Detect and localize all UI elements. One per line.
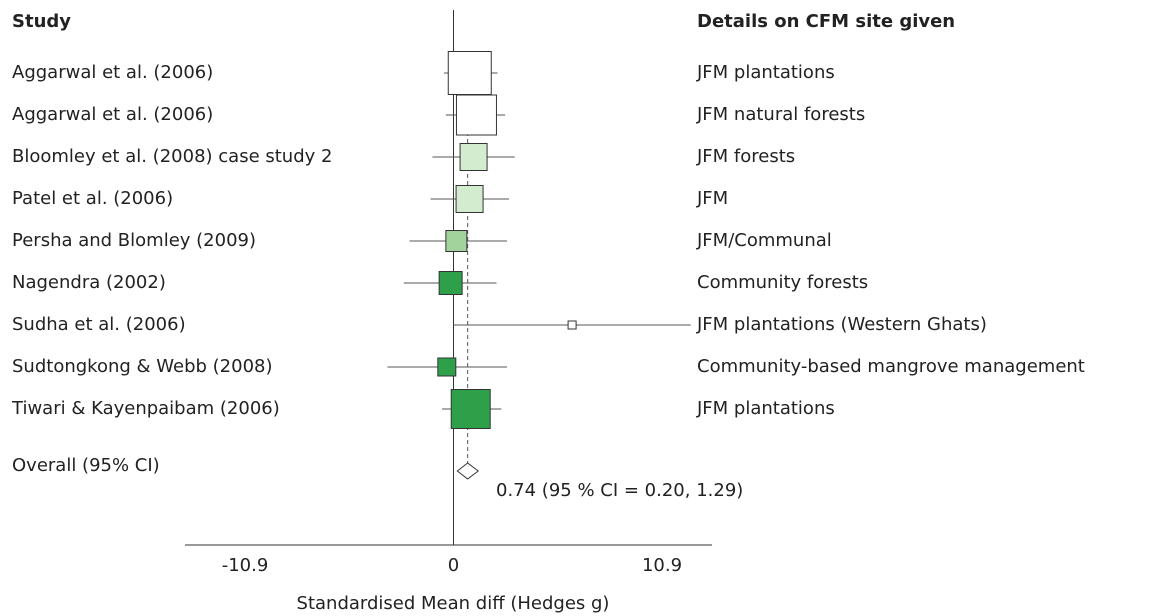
effect-box xyxy=(437,357,457,377)
site-detail: JFM/Communal xyxy=(696,230,832,251)
x-tick-label: 0 xyxy=(448,555,459,576)
site-detail: JFM plantations (Western Ghats) xyxy=(696,314,987,335)
site-detail: JFM xyxy=(696,188,728,209)
x-tick-label: -10.9 xyxy=(222,555,269,576)
overall-diamond xyxy=(456,462,480,480)
effect-box xyxy=(445,230,468,252)
study-label: Persha and Blomley (2009) xyxy=(12,230,256,251)
site-detail: JFM plantations xyxy=(696,62,835,83)
study-label: Aggarwal et al. (2006) xyxy=(12,104,213,125)
overall-annotation: 0.74 (95 % CI = 0.20, 1.29) xyxy=(496,480,743,501)
overall-label: Overall (95% CI) xyxy=(12,455,160,476)
effect-box xyxy=(567,320,577,330)
effect-box xyxy=(450,389,491,429)
site-detail: Community-based mangrove management xyxy=(697,356,1085,377)
x-axis-label: Standardised Mean diff (Hedges g) xyxy=(297,593,610,614)
site-detail: JFM natural forests xyxy=(696,104,865,125)
column-header: Study xyxy=(12,11,71,32)
study-label: Nagendra (2002) xyxy=(12,272,166,293)
study-label: Sudha et al. (2006) xyxy=(12,314,186,335)
effect-box xyxy=(438,271,463,295)
effect-box xyxy=(459,143,488,171)
column-header: Details on CFM site given xyxy=(697,11,955,32)
site-detail: JFM plantations xyxy=(696,398,835,419)
study-label: Bloomley et al. (2008) case study 2 xyxy=(12,146,332,167)
study-label: Aggarwal et al. (2006) xyxy=(12,62,213,83)
site-detail: Community forests xyxy=(697,272,868,293)
x-tick-label: 10.9 xyxy=(642,555,682,576)
study-label: Patel et al. (2006) xyxy=(12,188,173,209)
effect-box xyxy=(447,51,492,95)
study-label: Sudtongkong & Webb (2008) xyxy=(12,356,273,377)
site-detail: JFM forests xyxy=(696,146,795,167)
study-label: Tiwari & Kayenpaibam (2006) xyxy=(11,398,280,419)
effect-box xyxy=(455,94,497,136)
effect-box xyxy=(455,185,484,213)
